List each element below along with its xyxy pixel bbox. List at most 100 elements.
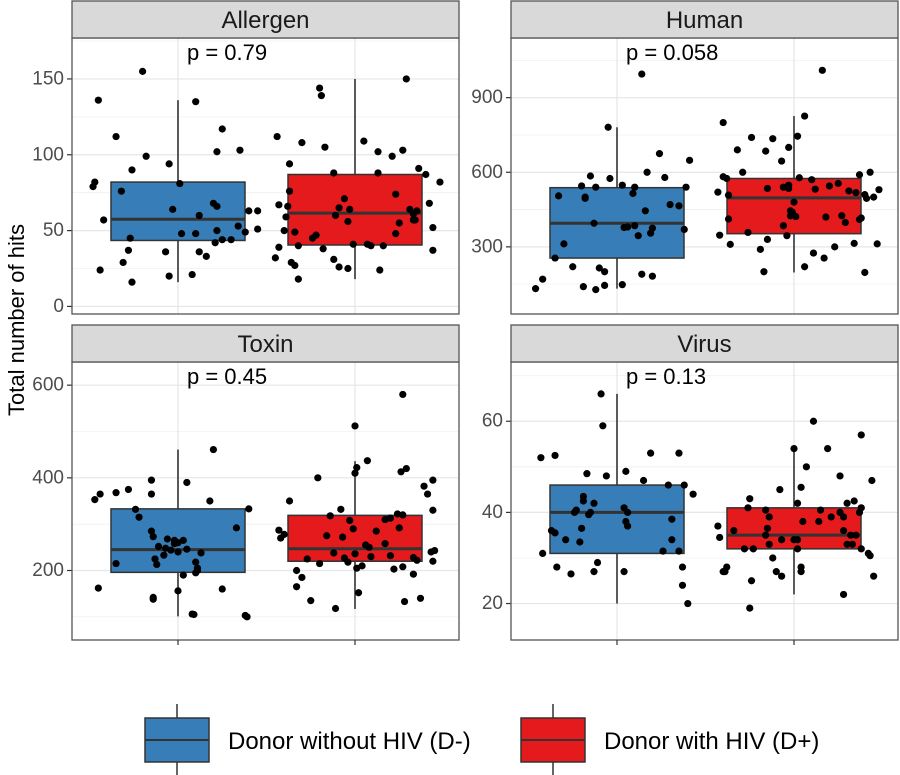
data-point-pos bbox=[801, 263, 809, 271]
data-point-pos bbox=[785, 143, 793, 152]
data-point-pos bbox=[765, 513, 773, 521]
data-point-pos bbox=[862, 194, 871, 202]
data-point-pos bbox=[831, 243, 839, 251]
data-point-pos bbox=[429, 476, 437, 484]
data-point-pos bbox=[778, 157, 786, 165]
data-point-pos bbox=[809, 417, 818, 425]
data-point-pos bbox=[808, 176, 816, 184]
data-point-pos bbox=[792, 212, 800, 221]
data-point-neg bbox=[629, 189, 637, 198]
legend-item-donor-without-hiv[interactable]: Donor without HIV (D-) bbox=[144, 704, 471, 775]
data-point-pos bbox=[724, 215, 733, 223]
data-point-pos bbox=[365, 543, 373, 551]
data-point-neg bbox=[675, 547, 683, 555]
data-point-pos bbox=[762, 147, 770, 155]
data-point-pos bbox=[811, 185, 819, 193]
data-point-pos bbox=[339, 533, 347, 541]
data-point-neg bbox=[647, 229, 655, 237]
data-point-neg bbox=[638, 270, 646, 278]
data-point-pos bbox=[436, 178, 444, 186]
data-point-pos bbox=[425, 199, 433, 207]
data-point-pos bbox=[769, 135, 777, 143]
data-point-pos bbox=[317, 92, 325, 100]
panel-allergen: 0 50 100 150 p = 0.79 Allergen bbox=[32, 0, 460, 317]
data-point-pos bbox=[724, 191, 733, 199]
data-point-neg bbox=[539, 549, 547, 558]
data-point-neg bbox=[537, 454, 545, 462]
data-point-neg bbox=[668, 536, 676, 544]
data-point-pos bbox=[381, 540, 389, 548]
data-point-pos bbox=[316, 559, 324, 568]
facet-strip-title: Allergen bbox=[221, 7, 309, 34]
data-point-pos bbox=[402, 75, 410, 83]
data-point-neg bbox=[647, 449, 655, 457]
data-point-neg bbox=[618, 181, 626, 189]
data-point-neg bbox=[213, 202, 221, 210]
data-point-neg bbox=[149, 595, 157, 603]
data-point-pos bbox=[400, 597, 409, 606]
facet-strip-title: Human bbox=[666, 7, 743, 34]
data-point-neg bbox=[634, 232, 642, 240]
data-point-pos bbox=[723, 174, 731, 183]
y-tick-label: 60 bbox=[482, 411, 503, 432]
data-point-neg bbox=[94, 96, 102, 104]
data-point-pos bbox=[850, 497, 858, 505]
y-tick-label: 150 bbox=[32, 68, 64, 89]
data-point-pos bbox=[277, 534, 285, 542]
data-point-neg bbox=[601, 268, 609, 276]
data-point-pos bbox=[335, 263, 343, 271]
data-point-neg bbox=[551, 254, 559, 262]
data-point-pos bbox=[399, 146, 407, 154]
data-point-pos bbox=[409, 210, 418, 218]
data-point-neg bbox=[245, 207, 253, 215]
data-point-neg bbox=[174, 548, 182, 556]
data-point-pos bbox=[291, 228, 299, 236]
data-point-neg bbox=[94, 584, 102, 592]
data-point-neg bbox=[675, 202, 683, 210]
box-iqr bbox=[287, 173, 423, 246]
data-point-pos bbox=[866, 168, 874, 176]
data-point-pos bbox=[719, 118, 727, 127]
data-point-pos bbox=[376, 266, 384, 274]
data-point-neg bbox=[560, 240, 568, 248]
facet-strip bbox=[71, 0, 460, 39]
data-point-neg bbox=[689, 490, 697, 498]
data-point-neg bbox=[631, 222, 639, 230]
data-point-neg bbox=[581, 194, 589, 202]
data-point-pos bbox=[399, 563, 407, 571]
data-point-pos bbox=[294, 275, 302, 283]
legend-item-donor-with-hiv[interactable]: Donor with HIV (D+) bbox=[520, 704, 819, 775]
data-point-neg bbox=[213, 226, 221, 235]
data-point-pos bbox=[349, 525, 357, 533]
data-point-pos bbox=[420, 482, 428, 490]
data-point-neg bbox=[606, 174, 614, 183]
data-point-pos bbox=[843, 499, 851, 507]
data-point-pos bbox=[790, 444, 798, 453]
plot-background bbox=[511, 38, 898, 314]
data-point-neg bbox=[119, 258, 127, 267]
data-point-pos bbox=[820, 254, 828, 262]
data-point-neg bbox=[192, 558, 200, 566]
data-point-neg bbox=[539, 275, 547, 283]
data-point-pos bbox=[349, 240, 357, 248]
data-point-neg bbox=[188, 270, 196, 279]
data-point-pos bbox=[852, 531, 860, 539]
data-point-neg bbox=[236, 146, 244, 154]
data-point-pos bbox=[392, 190, 400, 198]
data-point-neg bbox=[682, 183, 690, 191]
data-point-pos bbox=[762, 531, 770, 539]
data-point-pos bbox=[834, 179, 842, 188]
data-point-pos bbox=[321, 143, 329, 151]
data-point-pos bbox=[344, 264, 352, 273]
data-point-pos bbox=[739, 168, 747, 176]
data-point-neg bbox=[190, 610, 198, 619]
data-point-neg bbox=[684, 599, 692, 608]
y-tick-label: 100 bbox=[32, 144, 64, 165]
data-point-pos bbox=[344, 558, 352, 566]
data-point-pos bbox=[271, 254, 279, 262]
y-tick-label: 0 bbox=[53, 296, 64, 317]
data-point-pos bbox=[330, 169, 338, 177]
data-point-pos bbox=[866, 552, 874, 560]
data-point-pos bbox=[308, 234, 317, 242]
data-point-neg bbox=[592, 286, 600, 294]
